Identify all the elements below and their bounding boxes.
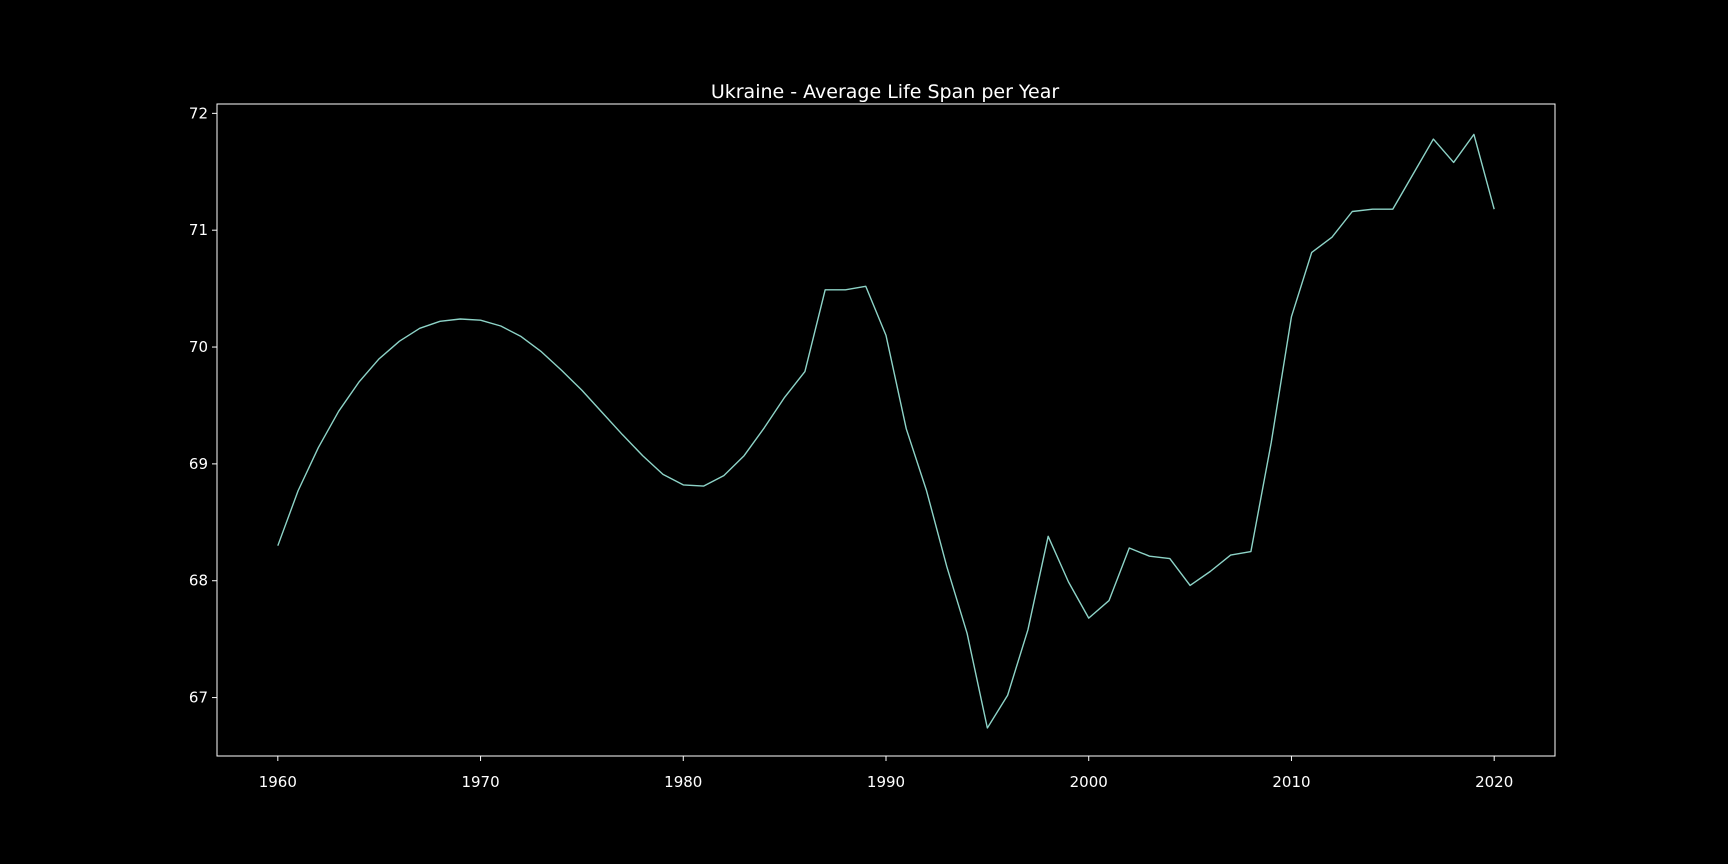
x-tick-label: 1980	[664, 773, 702, 791]
plot-area-frame	[216, 103, 1556, 757]
y-tick-label: 71	[189, 221, 208, 239]
y-tick-label: 72	[189, 104, 208, 122]
y-tick-label: 69	[189, 455, 208, 473]
y-tick-label: 67	[189, 689, 208, 707]
series-line-life-span	[277, 133, 1495, 729]
y-axis-ticks: 67 68 69 70 71 72	[189, 104, 217, 707]
x-axis-ticks: 1960 1970 1980 1990 2000 2010 2020	[259, 756, 1513, 791]
x-tick-label: 2020	[1475, 773, 1513, 791]
x-tick-label: 2010	[1272, 773, 1310, 791]
x-tick-label: 1960	[259, 773, 297, 791]
x-tick-label: 2000	[1070, 773, 1108, 791]
chart-title: Ukraine - Average Life Span per Year	[711, 81, 1060, 103]
y-tick-label: 70	[189, 338, 208, 356]
x-tick-label: 1990	[867, 773, 905, 791]
x-tick-label: 1970	[461, 773, 499, 791]
y-tick-label: 68	[189, 572, 208, 590]
